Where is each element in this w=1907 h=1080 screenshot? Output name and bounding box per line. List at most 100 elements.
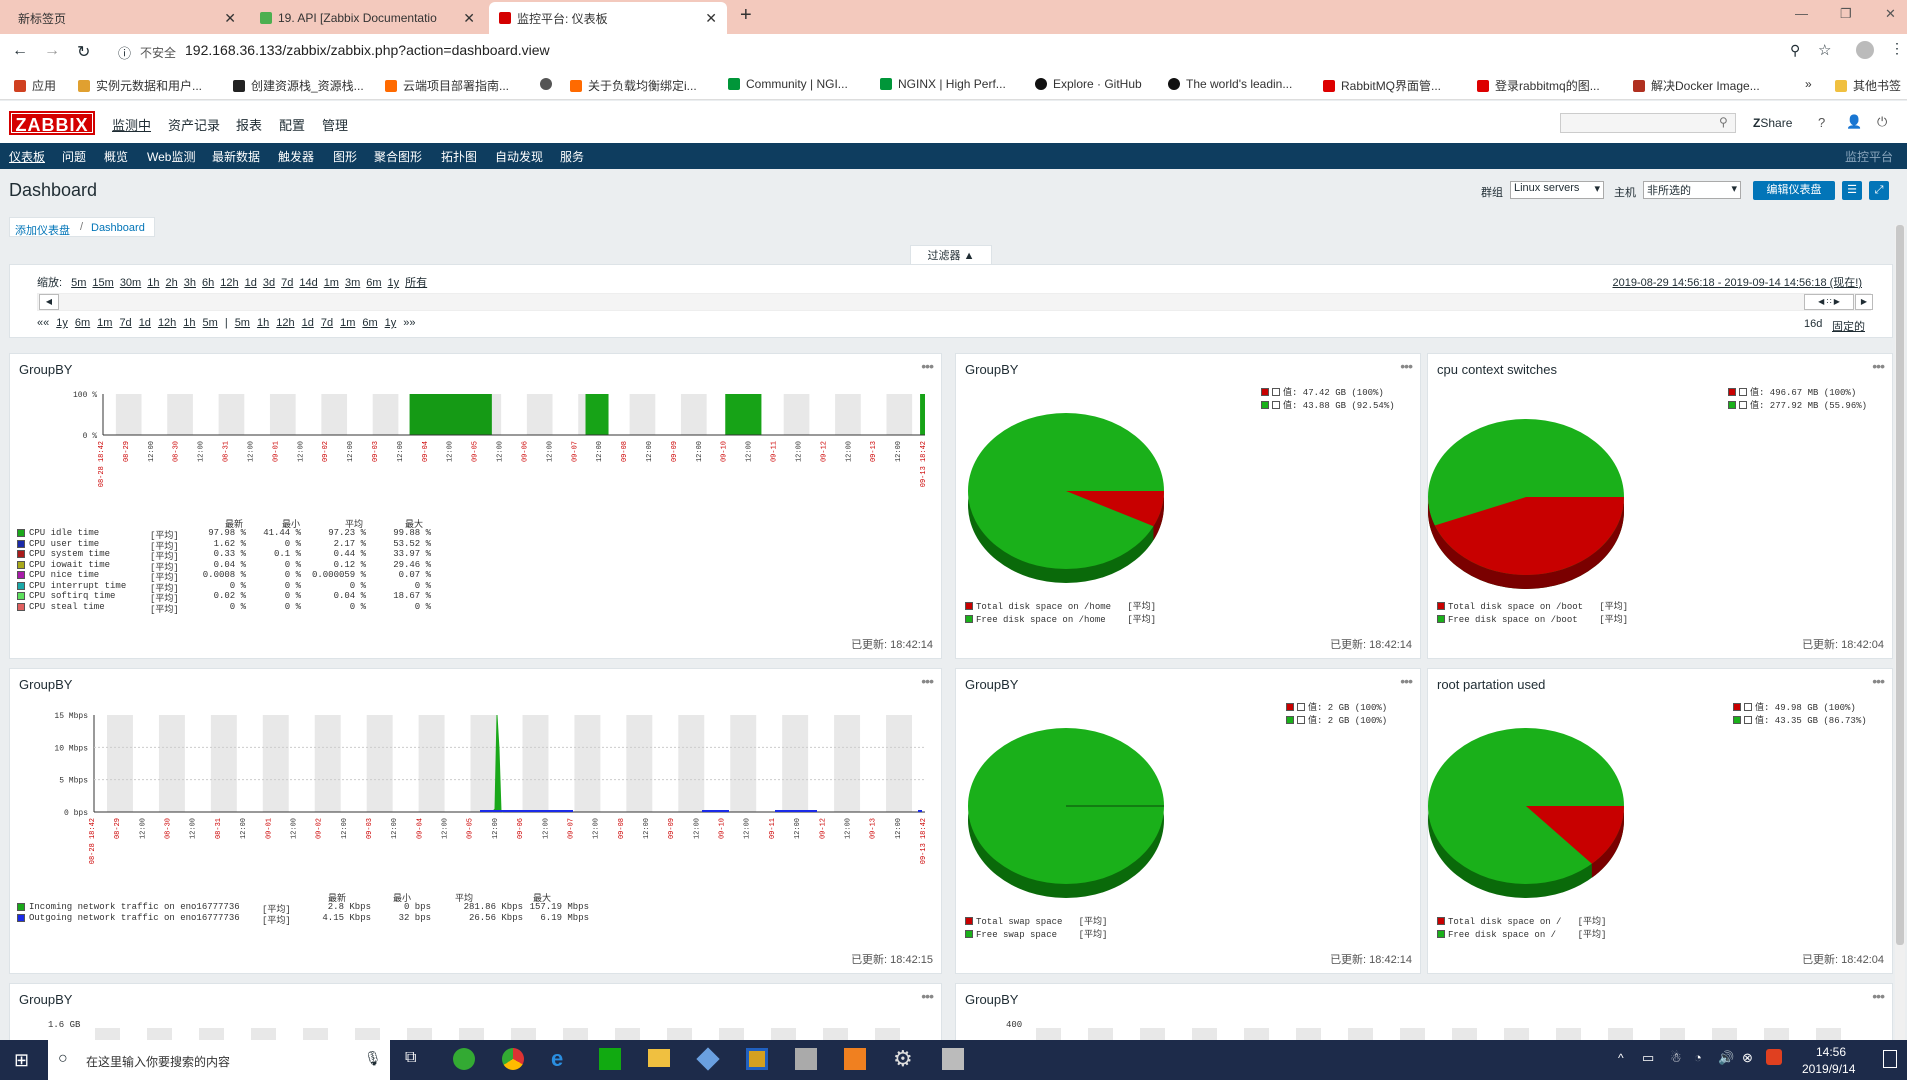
zoom-option[interactable]: 6h bbox=[201, 277, 215, 289]
file-explorer-icon[interactable] bbox=[648, 1049, 670, 1067]
fullscreen-icon[interactable]: ⤢ bbox=[1869, 181, 1889, 200]
bookmark-item[interactable]: 登录rabbitmq的图... bbox=[1477, 77, 1600, 94]
timeline-handle-icon[interactable]: ◀ ∷ ▶ bbox=[1804, 294, 1854, 310]
app-icon[interactable] bbox=[746, 1048, 768, 1070]
taskbar-search-box[interactable]: ○ 在这里输入你要搜索的内容 🎙 bbox=[48, 1040, 390, 1080]
tray-expand-icon[interactable]: ^ bbox=[1618, 1051, 1624, 1065]
browser-tab-api[interactable]: 19. API [Zabbix Documentatio ✕ bbox=[250, 2, 485, 34]
zabbix-logo[interactable]: ZABBIX bbox=[9, 111, 95, 135]
clock-date[interactable]: 2019/9/14 bbox=[1802, 1062, 1856, 1076]
share-link[interactable]: ZShare bbox=[1753, 116, 1793, 130]
back-icon[interactable]: ← bbox=[12, 42, 28, 59]
widget-menu-icon[interactable]: ••• bbox=[1400, 358, 1413, 374]
bookmark-item[interactable]: 创建资源栈_资源栈... bbox=[233, 77, 364, 94]
group-select[interactable]: Linux servers ▾ bbox=[1510, 181, 1604, 199]
nav-option[interactable]: 6m bbox=[74, 317, 91, 329]
submenu-maps[interactable]: 拓扑图 bbox=[441, 150, 478, 164]
timeline-left-icon[interactable]: ◀ bbox=[39, 294, 59, 310]
timeline-right-icon[interactable]: ▶ bbox=[1855, 294, 1873, 310]
menu-reports[interactable]: 报表 bbox=[236, 118, 263, 133]
zoom-option[interactable]: 6m bbox=[366, 277, 382, 289]
user-icon[interactable]: 👤 bbox=[1846, 114, 1863, 129]
chrome-icon[interactable] bbox=[502, 1048, 524, 1070]
widget-menu-icon[interactable]: ••• bbox=[1872, 673, 1885, 689]
restore-icon[interactable]: ❐ bbox=[1840, 6, 1852, 21]
zoom-option[interactable]: 3h bbox=[183, 277, 196, 289]
search-input[interactable] bbox=[1560, 113, 1736, 133]
host-select[interactable]: 非所选的 ▾ bbox=[1643, 181, 1741, 199]
nav-option[interactable]: 1h bbox=[256, 317, 270, 329]
close-icon[interactable]: ✕ bbox=[705, 10, 717, 26]
browser-tab-zabbix[interactable]: 监控平台: 仪表板 ✕ bbox=[489, 2, 727, 34]
zoom-option[interactable]: 7d bbox=[281, 277, 294, 289]
menu-inventory[interactable]: 资产记录 bbox=[168, 118, 221, 133]
zoom-option[interactable]: 1h bbox=[147, 277, 160, 289]
nav-option[interactable]: 5m bbox=[234, 317, 250, 329]
submenu-dashboard[interactable]: 仪表板 bbox=[9, 150, 46, 164]
zoom-option[interactable]: 3m bbox=[344, 277, 361, 289]
zoom-option[interactable]: 1m bbox=[323, 277, 339, 289]
notification-icon[interactable] bbox=[1883, 1050, 1897, 1068]
help-icon[interactable]: ? bbox=[1818, 115, 1826, 130]
submenu-overview[interactable]: 概览 bbox=[104, 150, 129, 164]
bookmark-item[interactable]: NGINX | High Perf... bbox=[880, 77, 1006, 91]
zoom-option[interactable]: 15m bbox=[92, 277, 114, 289]
app-360-icon[interactable] bbox=[453, 1048, 475, 1070]
widget-menu-icon[interactable]: ••• bbox=[921, 988, 934, 1004]
zoom-option[interactable]: 30m bbox=[119, 277, 142, 289]
bookmark-item[interactable]: 应用 bbox=[14, 77, 56, 94]
nav-option[interactable]: 1y bbox=[384, 317, 397, 329]
bookmark-item[interactable]: The world's leadin... bbox=[1168, 77, 1292, 91]
widget-menu-icon[interactable]: ••• bbox=[921, 673, 934, 689]
timeline-bar[interactable] bbox=[37, 293, 1871, 311]
nav-option[interactable]: 1d bbox=[301, 317, 314, 329]
nav-option[interactable]: 1y bbox=[56, 317, 68, 329]
submenu-triggers[interactable]: 触发器 bbox=[278, 150, 315, 164]
virtualbox-icon[interactable] bbox=[696, 1047, 720, 1071]
submenu-latest-data[interactable]: 最新数据 bbox=[212, 150, 261, 164]
nav-option[interactable]: 6m bbox=[362, 317, 378, 329]
bookmark-item[interactable]: RabbitMQ界面管... bbox=[1323, 77, 1441, 94]
close-icon[interactable]: ✕ bbox=[463, 10, 475, 26]
task-view-icon[interactable]: ⧉ bbox=[405, 1049, 417, 1066]
zoom-option[interactable]: 14d bbox=[299, 277, 318, 289]
new-tab-icon[interactable]: + bbox=[740, 4, 752, 26]
settings-icon[interactable]: ⚙ bbox=[893, 1046, 913, 1071]
zoom-option[interactable]: 1d bbox=[244, 277, 257, 289]
reload-icon[interactable]: ↻ bbox=[77, 44, 91, 61]
close-icon[interactable]: ✕ bbox=[224, 10, 236, 26]
submenu-graphs[interactable]: 图形 bbox=[333, 150, 358, 164]
tray-icon[interactable]: ▭ bbox=[1642, 1050, 1655, 1065]
submenu-problems[interactable]: 问题 bbox=[62, 150, 87, 164]
window-close-icon[interactable]: ✕ bbox=[1885, 6, 1896, 21]
sublime-icon[interactable] bbox=[844, 1048, 866, 1070]
forward-icon[interactable]: → bbox=[44, 42, 60, 59]
zoom-option[interactable]: 12h bbox=[220, 277, 239, 289]
nav-option[interactable]: »» bbox=[403, 317, 416, 329]
nav-option[interactable]: 1h bbox=[183, 317, 196, 329]
nav-option[interactable]: 7d bbox=[320, 317, 334, 329]
submenu-web[interactable]: Web监测 bbox=[147, 150, 196, 164]
menu-monitoring[interactable]: 监测中 bbox=[112, 118, 152, 133]
nav-option[interactable]: 12h bbox=[276, 317, 295, 329]
app-icon[interactable] bbox=[795, 1048, 817, 1070]
zoom-option[interactable]: 3d bbox=[262, 277, 276, 289]
bookmark-item[interactable]: 关于负载均衡绑定i... bbox=[570, 77, 697, 94]
breadcrumb-dashboards[interactable]: 添加仪表盘 bbox=[15, 225, 70, 237]
minimize-icon[interactable]: — bbox=[1795, 6, 1808, 21]
breadcrumb-current[interactable]: Dashboard bbox=[91, 222, 145, 234]
submenu-screens[interactable]: 聚合图形 bbox=[374, 150, 423, 164]
zoom-option[interactable]: 5m bbox=[71, 277, 87, 289]
nav-option[interactable]: 7d bbox=[119, 317, 132, 329]
zoom-option[interactable]: 2h bbox=[165, 277, 178, 289]
bookmark-item[interactable]: Community | NGI... bbox=[728, 77, 848, 91]
nav-option[interactable]: «« bbox=[37, 317, 50, 329]
tray-icon[interactable]: ☃ bbox=[1670, 1050, 1682, 1065]
list-icon[interactable]: ☰ bbox=[1842, 181, 1862, 200]
bookmark-item[interactable]: Explore · GitHub bbox=[1035, 77, 1142, 91]
search-icon[interactable]: ⚲ bbox=[1719, 115, 1728, 129]
profile-icon[interactable] bbox=[1856, 41, 1874, 59]
edge-icon[interactable]: e bbox=[551, 1046, 564, 1071]
tray-icon[interactable]: ⊗ bbox=[1742, 1050, 1753, 1065]
menu-configuration[interactable]: 配置 bbox=[279, 118, 306, 133]
